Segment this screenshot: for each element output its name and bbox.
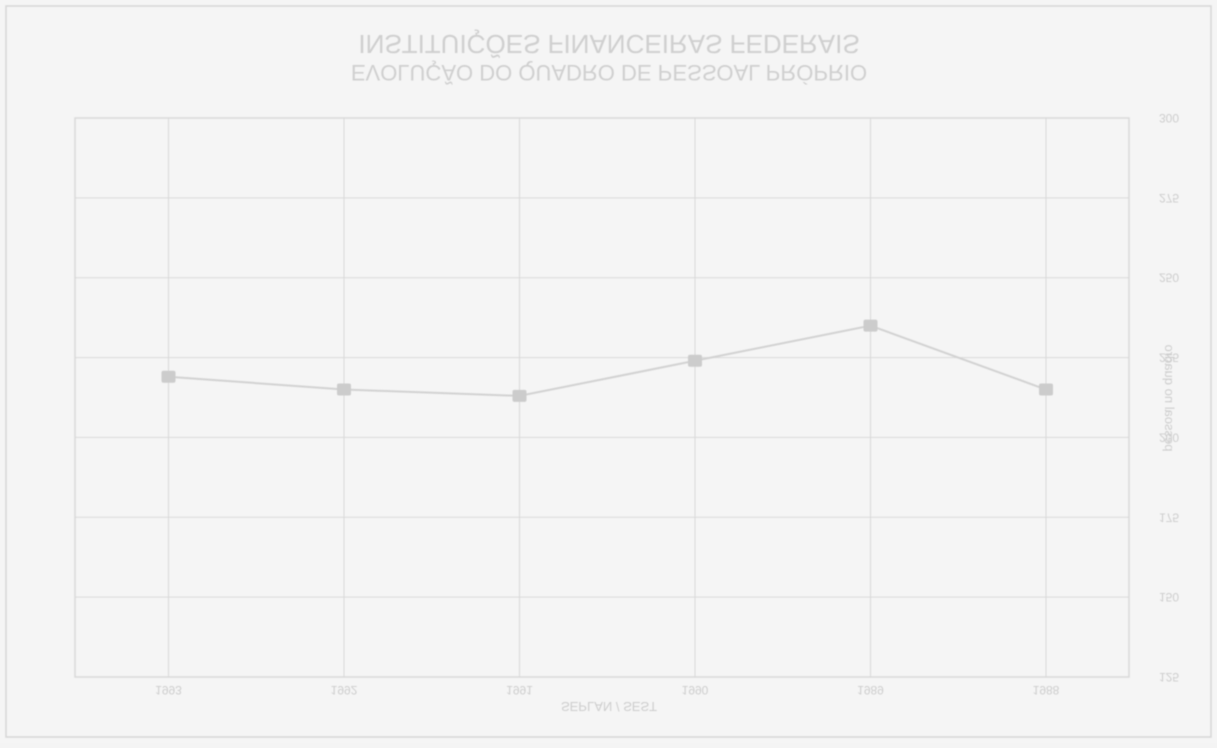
x-tick-label: 1990 — [682, 683, 709, 697]
x-tick-label: 1992 — [331, 683, 358, 697]
y-axis-label: pessoal no quadro — [1162, 345, 1177, 452]
y-tick-label: 275 — [1159, 191, 1179, 205]
x-tick-label: 1988 — [1033, 683, 1060, 697]
data-point — [161, 370, 176, 383]
y-tick-label: 150 — [1159, 590, 1179, 604]
series-markers — [161, 319, 1053, 402]
x-axis-label: SEPLAN / SEST — [561, 699, 657, 714]
grid-lines — [74, 117, 1130, 678]
data-point — [512, 389, 527, 402]
data-point — [1039, 383, 1053, 396]
x-tick-label: 1991 — [506, 683, 533, 697]
y-tick-label: 175 — [1159, 510, 1179, 524]
chart-subtitle: EVOLUÇÃO DO QUADRO DE PESSOAL PRÓPRIO — [351, 60, 867, 85]
data-point — [688, 354, 702, 367]
y-tick-label: 125 — [1159, 670, 1179, 684]
y-tick-label: 225 — [1159, 351, 1179, 365]
series-line — [168, 324, 1047, 397]
x-tick-label: 1989 — [857, 683, 884, 697]
y-tick-label: 200 — [1159, 430, 1179, 444]
x-tick-label: 1993 — [155, 683, 182, 697]
data-point — [337, 383, 351, 396]
chart-title: INSTITUIÇÕES FINANCEIRAS FEDERAIS — [358, 29, 859, 59]
chart-border — [5, 5, 1212, 738]
data-point — [863, 319, 878, 332]
x-axis-ticks: 1988 1989 1990 1991 1992 1993 — [155, 683, 1060, 697]
y-tick-label: 250 — [1159, 271, 1179, 285]
plot-area — [74, 117, 1130, 678]
y-axis-ticks: 125 150 175 200 225 250 275 300 — [1159, 111, 1179, 684]
y-tick-label: 300 — [1159, 111, 1179, 125]
